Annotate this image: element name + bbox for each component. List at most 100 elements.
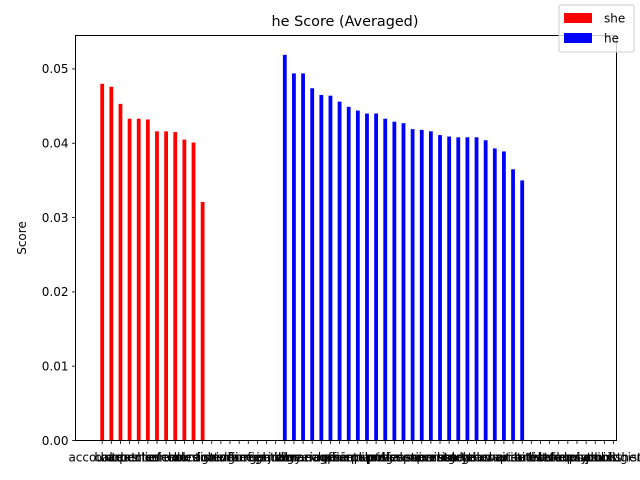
x-tick-label-teacher: teacher [463, 451, 509, 465]
y-tick-label: 0.03 [42, 211, 69, 225]
x-tick-label-clerk: clerk [152, 451, 181, 465]
x-tick-label-writer: writer [495, 451, 530, 465]
x-tick-label-guard: guard [249, 451, 284, 465]
bar-he-teacher [483, 140, 488, 441]
x-tick-label-cashier: cashier [117, 451, 161, 465]
legend-swatch-she [564, 13, 592, 23]
legend: she he [558, 4, 635, 53]
x-tick-label-librarian: librarian [278, 451, 328, 465]
x-tick-label-waiter: waiter [485, 451, 523, 465]
x-tick-label-tailor: tailor [461, 451, 492, 465]
x-tick-label-manager: manager [285, 451, 339, 465]
x-tick-label-firefighter: firefighter [228, 451, 287, 465]
bar-she-clerk [164, 131, 169, 441]
bar-he-professor [392, 121, 397, 441]
bar-he-manager [310, 88, 315, 441]
x-tick-label-designer: designer [177, 451, 229, 465]
x-tick-label-barber: barber [101, 451, 141, 465]
x-tick-label-soldier: soldier [438, 451, 478, 465]
x-ticks-group: accountantbakerbarbercarpentercashierche… [68, 440, 640, 465]
x-tick-label-banker: banker [529, 451, 570, 465]
x-tick-label-physicist: physicist [569, 451, 622, 465]
x-tick-label-surgeon: surgeon [443, 451, 492, 465]
y-tick-label: 0.04 [42, 137, 69, 151]
x-tick-label-architect: architect [496, 451, 549, 465]
x-tick-label-therapist: therapist [468, 451, 522, 465]
x-tick-label-builder: builder [538, 451, 580, 465]
bar-he-judge [282, 54, 287, 441]
bar-she-designer [200, 201, 205, 441]
bar-she-accountant [100, 83, 105, 441]
x-tick-label-doctor: doctor [192, 451, 231, 465]
y-tick-label: 0.01 [42, 359, 69, 373]
x-tick-label-cook: cook [161, 451, 189, 465]
bar-he-nurse [328, 95, 333, 441]
bar-he-scientist [428, 131, 433, 441]
bar-he-therapist [492, 148, 497, 441]
bar-he-surgeon [465, 137, 470, 441]
y-ticks-group: 0.00 0.01 0.02 0.03 0.04 0.05 [42, 62, 76, 448]
x-tick-label-chemist: chemist [544, 451, 592, 465]
bar-she-cook [173, 132, 178, 441]
bar-she-cleaner [155, 131, 159, 441]
x-tick-label-nurse: nurse [314, 451, 348, 465]
x-tick-label-counselor: counselor [548, 451, 606, 465]
x-tick-label-janitor: janitor [255, 451, 295, 465]
x-tick-label-accountant: accountant [68, 451, 136, 465]
chart-title: he Score (Averaged) [272, 14, 419, 30]
x-tick-label-salesperson: salesperson [386, 451, 458, 465]
bar-he-librarian [301, 73, 305, 441]
bar-she-dentist [191, 142, 196, 441]
x-tick-label-dancer: dancer [164, 451, 206, 465]
legend-swatch-he [564, 33, 592, 43]
x-tick-label-engineer: engineer [213, 451, 266, 465]
bar-he-painter [346, 106, 351, 441]
x-tick-label-farmer: farmer [228, 451, 268, 465]
x-tick-label-driver: driver [203, 451, 238, 465]
x-tick-label-cleaner: cleaner [135, 451, 180, 465]
x-tick-label-artist: artist [516, 451, 548, 465]
x-tick-label-professor: professor [366, 451, 422, 465]
x-tick-label-publisher: publisher [586, 451, 640, 465]
x-tick-label-editor: editor [212, 451, 247, 465]
bar-he-singer [447, 136, 452, 441]
x-tick-label-programmer: programmer [366, 451, 441, 465]
x-tick-label-pilot: pilot [354, 451, 381, 465]
x-tick-label-painter: painter [327, 451, 370, 465]
bar-he-officer [337, 101, 342, 441]
x-tick-label-plumber: plumber [351, 451, 401, 465]
x-tick-label-secretary: secretary [412, 451, 468, 465]
x-tick-label-singer: singer [431, 451, 468, 465]
bar-she-chef [145, 119, 150, 441]
bar-he-pilot [365, 113, 369, 441]
legend-label-he: he [604, 32, 619, 46]
bar-he-mechanic [319, 94, 324, 441]
x-tick-label-athlete: athlete [519, 451, 561, 465]
y-axis-label: Score [15, 221, 29, 255]
bar-he-architect [520, 180, 525, 441]
x-tick-label-dentist: dentist [173, 451, 215, 465]
x-tick-label-pharmacist: pharmacist [324, 451, 392, 465]
x-tick-label-baker: baker [94, 451, 128, 465]
bar-he-lawyer [292, 73, 296, 441]
x-tick-label-mechanic: mechanic [292, 451, 350, 465]
bars-group [100, 54, 525, 441]
bar-he-programmer [401, 123, 406, 441]
x-tick-label-lawyer: lawyer [274, 451, 314, 465]
x-tick-label-officer: officer [321, 451, 359, 465]
bar-she-carpenter [127, 118, 132, 441]
y-tick-label: 0.00 [42, 434, 69, 448]
x-tick-label-police: police [367, 451, 403, 465]
x-tick-label-carpenter: carpenter [100, 451, 159, 465]
bar-she-cashier [136, 118, 141, 441]
bar-she-barber [118, 103, 123, 441]
bar-he-pharmacist [355, 110, 360, 441]
bar-he-receptionist [410, 129, 415, 441]
x-tick-label-chef: chef [135, 451, 162, 465]
plot-frame [75, 35, 617, 441]
x-tick-label-judge: judge [267, 451, 302, 465]
bar-she-baker [109, 86, 114, 441]
bar-he-salesperson [419, 129, 424, 441]
legend-label-she: she [604, 12, 625, 26]
